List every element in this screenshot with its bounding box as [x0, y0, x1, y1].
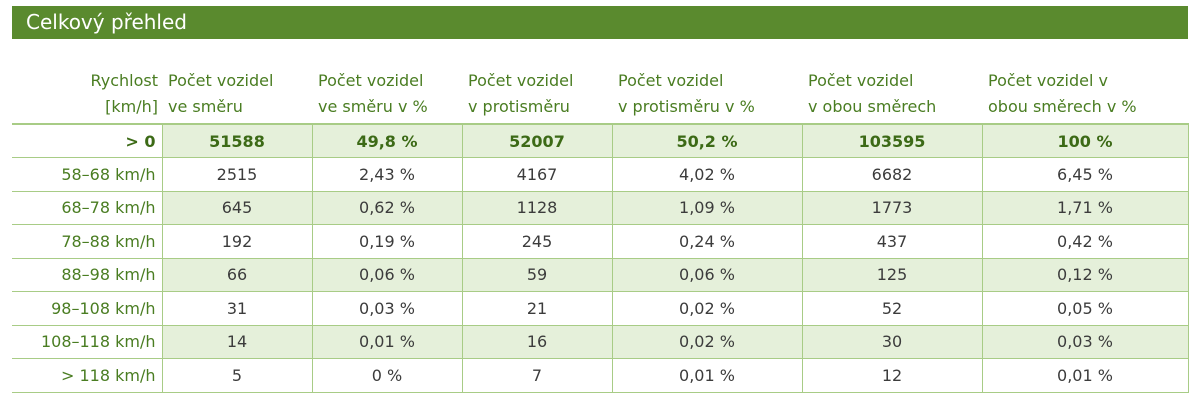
column-header-count-direction: Počet vozidel ve směru [162, 64, 312, 125]
table-cell: 0,03 % [981, 325, 1189, 359]
table-cell: 0,62 % [311, 191, 462, 225]
table-cell: 31 [161, 291, 312, 326]
speed-summary-table: Rychlost [km/h] Počet vozidel ve směru P… [12, 64, 1189, 393]
header-line: v obou směrech [808, 96, 937, 116]
table-cell: 103595 [801, 124, 982, 158]
table-cell: 0,42 % [981, 224, 1189, 259]
table-cell: 6,45 % [981, 157, 1189, 192]
table-cell: 14 [161, 325, 312, 359]
table-cell: 0,02 % [611, 291, 802, 326]
table-cell: 100 % [981, 124, 1189, 158]
header-line: ve směru v % [318, 96, 428, 116]
row-label: 78–88 km/h [12, 224, 162, 259]
table-cell: 0,06 % [611, 258, 802, 292]
table-row: > 118 km/h 5 0 % 7 0,01 % 12 0,01 % [12, 358, 1189, 393]
row-label: 98–108 km/h [12, 291, 162, 326]
table-cell: 245 [461, 224, 612, 259]
table-cell: 30 [801, 325, 982, 359]
table-cell: 0,01 % [981, 358, 1189, 393]
table-cell: 4167 [461, 157, 612, 192]
table-cell: 1128 [461, 191, 612, 225]
table-cell: 0,02 % [611, 325, 802, 359]
row-label: > 0 [12, 124, 162, 158]
table-row: 98–108 km/h 31 0,03 % 21 0,02 % 52 0,05 … [12, 291, 1189, 326]
table-cell: 1,71 % [981, 191, 1189, 225]
header-line: v protisměru [468, 96, 570, 116]
table-row: 108–118 km/h 14 0,01 % 16 0,02 % 30 0,03… [12, 325, 1189, 359]
header-line: obou směrech v % [988, 96, 1137, 116]
column-header-pct-both: Počet vozidel v obou směrech v % [982, 64, 1188, 125]
table-cell: 0,03 % [311, 291, 462, 326]
header-line: Rychlost [90, 70, 159, 90]
row-label: > 118 km/h [12, 358, 162, 393]
table-cell: 59 [461, 258, 612, 292]
header-line: [km/h] [105, 96, 158, 116]
column-header-pct-opposite: Počet vozidel v protisměru v % [612, 64, 802, 125]
table-row: 58–68 km/h 2515 2,43 % 4167 4,02 % 6682 … [12, 157, 1189, 192]
table-cell: 0,06 % [311, 258, 462, 292]
table-cell: 52 [801, 291, 982, 326]
table-cell: 7 [461, 358, 612, 393]
table-cell: 50,2 % [611, 124, 802, 158]
header-row: Rychlost [km/h] Počet vozidel ve směru P… [12, 64, 1188, 125]
table-cell: 0,01 % [611, 358, 802, 393]
column-header-count-opposite: Počet vozidel v protisměru [462, 64, 612, 125]
table-cell: 49,8 % [311, 124, 462, 158]
table-cell: 0,19 % [311, 224, 462, 259]
table-row: 78–88 km/h 192 0,19 % 245 0,24 % 437 0,4… [12, 224, 1189, 259]
header-line: Počet vozidel [468, 70, 574, 90]
header-line: ve směru [168, 96, 243, 116]
table-row: 68–78 km/h 645 0,62 % 1128 1,09 % 1773 1… [12, 191, 1189, 225]
table-cell: 1,09 % [611, 191, 802, 225]
column-header-pct-direction: Počet vozidel ve směru v % [312, 64, 462, 125]
table-cell: 0,24 % [611, 224, 802, 259]
table-cell: 52007 [461, 124, 612, 158]
table-cell: 66 [161, 258, 312, 292]
table-row-total: > 0 51588 49,8 % 52007 50,2 % 103595 100… [12, 124, 1189, 158]
table-cell: 2,43 % [311, 157, 462, 192]
section-title: Celkový přehled [12, 6, 1188, 39]
header-line: Počet vozidel [618, 70, 724, 90]
table-cell: 6682 [801, 157, 982, 192]
table-cell: 125 [801, 258, 982, 292]
table-cell: 437 [801, 224, 982, 259]
table-cell: 5 [161, 358, 312, 393]
table-cell: 0,05 % [981, 291, 1189, 326]
table-cell: 51588 [161, 124, 312, 158]
header-line: Počet vozidel [318, 70, 424, 90]
row-label: 108–118 km/h [12, 325, 162, 359]
row-label: 88–98 km/h [12, 258, 162, 292]
table-cell: 2515 [161, 157, 312, 192]
table-cell: 645 [161, 191, 312, 225]
row-label: 68–78 km/h [12, 191, 162, 225]
header-line: Počet vozidel [168, 70, 274, 90]
table-cell: 12 [801, 358, 982, 393]
table-cell: 4,02 % [611, 157, 802, 192]
column-header-count-both: Počet vozidel v obou směrech [802, 64, 982, 125]
header-line: Počet vozidel v [988, 70, 1108, 90]
header-line: Počet vozidel [808, 70, 914, 90]
table-cell: 0 % [311, 358, 462, 393]
table-cell: 16 [461, 325, 612, 359]
table-cell: 21 [461, 291, 612, 326]
row-label: 58–68 km/h [12, 157, 162, 192]
table-cell: 1773 [801, 191, 982, 225]
table-cell: 192 [161, 224, 312, 259]
table-cell: 0,01 % [311, 325, 462, 359]
header-line: v protisměru v % [618, 96, 755, 116]
table-cell: 0,12 % [981, 258, 1189, 292]
table-row: 88–98 km/h 66 0,06 % 59 0,06 % 125 0,12 … [12, 258, 1189, 292]
column-header-speed: Rychlost [km/h] [12, 64, 162, 125]
